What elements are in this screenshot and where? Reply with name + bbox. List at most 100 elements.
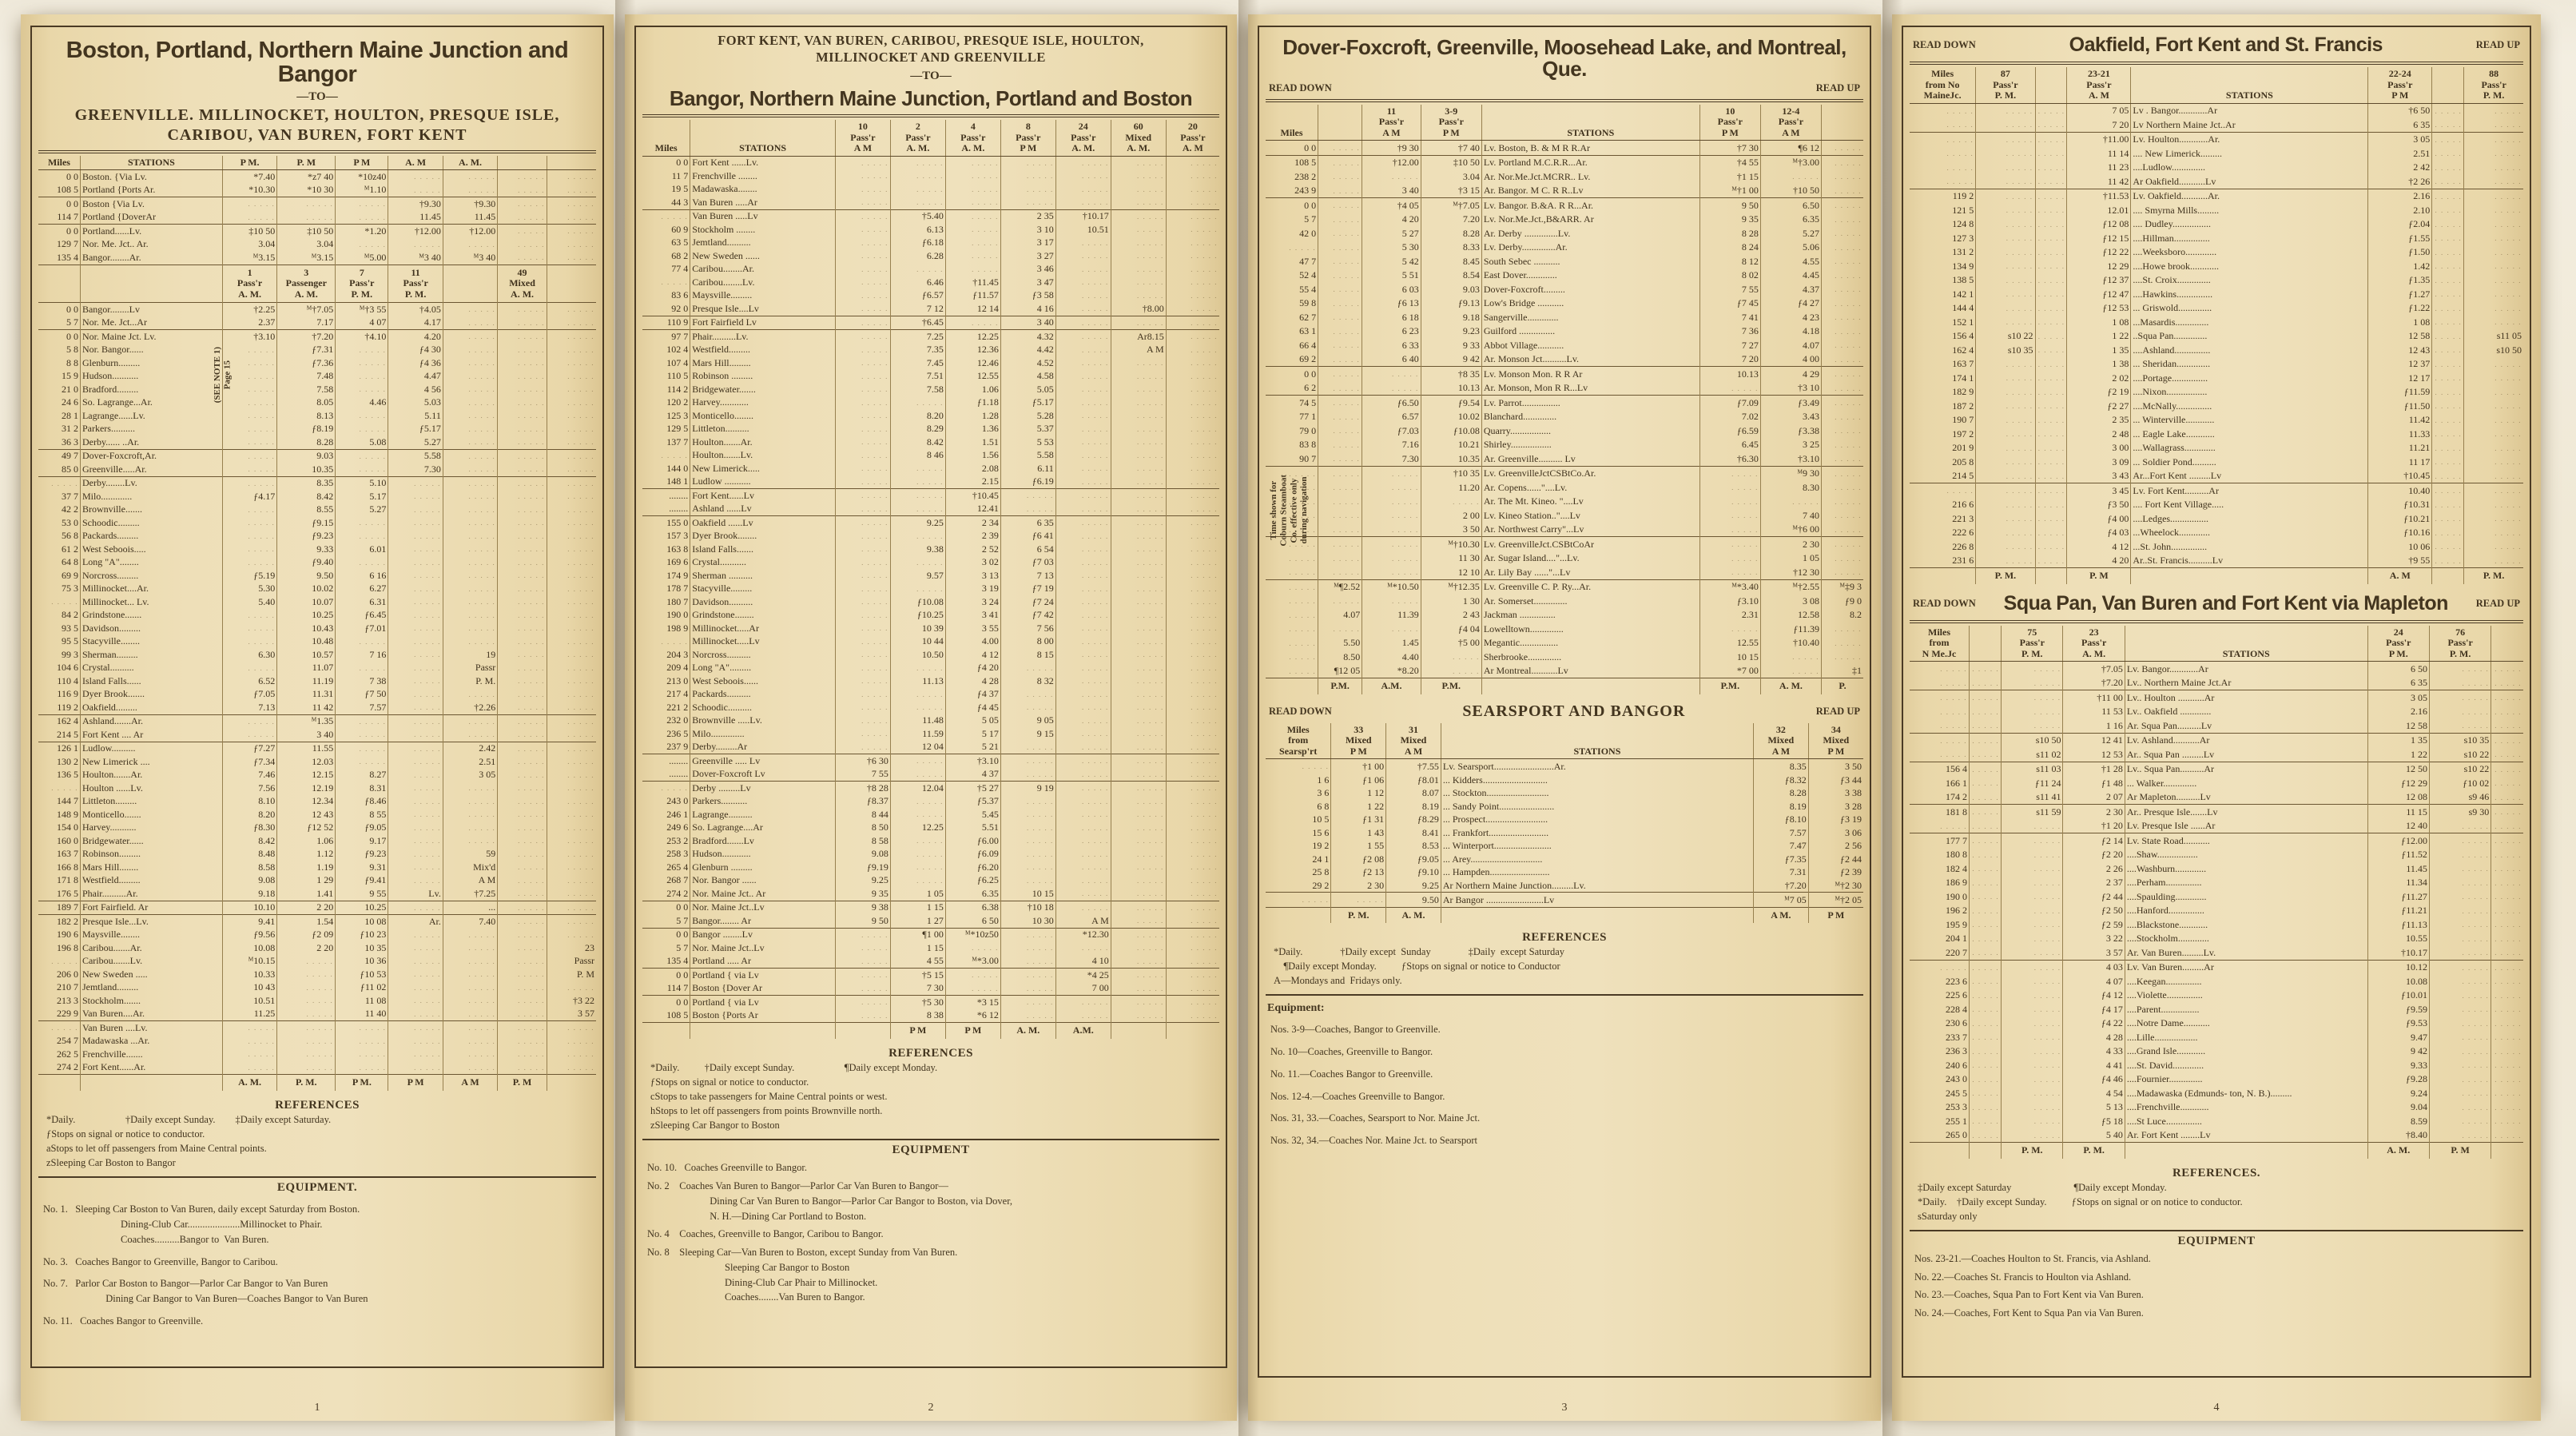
time-cell xyxy=(1110,834,1167,848)
time-cell xyxy=(546,302,596,316)
time-cell xyxy=(388,847,443,861)
time-cell xyxy=(1968,1128,2002,1143)
time-cell xyxy=(335,1048,388,1061)
time-cell xyxy=(1975,427,2035,441)
time-cell xyxy=(1165,808,1219,821)
time-cell: 1 16 xyxy=(2062,718,2125,733)
time-cell: ƒ1.22 xyxy=(2367,300,2432,315)
time-cell xyxy=(1910,705,1970,719)
table-row: 226 84 12...St. John...............10 06 xyxy=(1910,539,2523,554)
time-cell: 138 5 xyxy=(1952,274,1974,285)
table-row: 160 0 Bridgewater...... 8.42 1.06 9.17 xyxy=(38,834,596,848)
time-cell: ƒ1.18 xyxy=(944,396,1001,410)
time-cell: ƒ10.21 xyxy=(2367,511,2432,526)
time-cell xyxy=(546,741,596,756)
time-cell: 0 0 xyxy=(38,169,81,184)
station-cell: Lv. Monson Mon. R R Ar xyxy=(1481,366,1700,381)
time-cell: 0 0 xyxy=(642,900,690,915)
time-cell xyxy=(1820,536,1863,551)
time-cell: 8 32 xyxy=(1000,674,1056,688)
time-cell xyxy=(2431,412,2464,427)
station-cell: Lv. Oakfield...........Ar. xyxy=(2130,188,2368,203)
time-cell xyxy=(497,595,547,609)
time-cell xyxy=(2431,455,2464,469)
time-cell xyxy=(834,396,891,410)
time-cell: 3.43 xyxy=(1759,409,1822,424)
time-cell xyxy=(1055,834,1111,848)
time-cell: 222 6 xyxy=(1952,527,1974,538)
time-cell: ᴹ†6 00 xyxy=(1759,522,1822,537)
time-cell: 3 38 xyxy=(1807,786,1863,800)
time-cell: 12.58 xyxy=(1759,607,1822,623)
time-cell: 174 2 xyxy=(1946,791,1967,802)
time-cell xyxy=(546,369,596,384)
time-cell: 12 04 xyxy=(889,740,946,754)
column-header: 23-21 Pass'r A. M xyxy=(2066,67,2131,104)
time-cell xyxy=(2034,300,2067,315)
time-cell xyxy=(1266,465,1318,481)
time-cell xyxy=(1968,1072,2002,1086)
table-row: 154 0 Harvey........... ƒ8.30 ƒ12 52 ƒ9.05 xyxy=(38,821,596,835)
time-cell xyxy=(889,262,946,276)
time-cell: 6.27 xyxy=(335,582,388,596)
time-cell xyxy=(546,543,596,556)
time-cell xyxy=(2463,131,2523,146)
time-cell xyxy=(1820,480,1863,495)
time-cell xyxy=(2034,188,2067,203)
table-row: 223 64 07....Keegan...............10.08 xyxy=(1910,974,2523,988)
time-cell xyxy=(2001,889,2063,904)
time-cell xyxy=(546,569,596,583)
table-row: ........Fort Kent......Lv†10.45 xyxy=(642,488,1219,503)
time-cell xyxy=(442,994,498,1008)
time-cell: *6 12 xyxy=(944,1008,1001,1023)
table-row: 131 2ƒ12 22....Weeksboro.............ƒ1.… xyxy=(1910,245,2523,259)
time-cell: 12.46 xyxy=(944,356,1001,370)
time-cell xyxy=(1000,502,1056,516)
time-cell xyxy=(497,941,547,955)
time-cell xyxy=(1910,102,1976,117)
time-cell: ƒ4 00 xyxy=(2066,511,2131,526)
time-cell xyxy=(834,1022,891,1039)
time-cell: 108 5 xyxy=(56,184,78,196)
time-cell: 12 41 xyxy=(2062,732,2125,747)
time-cell xyxy=(1055,502,1111,516)
time-cell: P M xyxy=(1807,906,1863,924)
list-item: No. 2 Coaches Van Buren to Bangor—Parlor… xyxy=(647,1180,1012,1222)
station-cell: Lagrange.......... xyxy=(690,808,836,821)
time-cell xyxy=(276,1020,336,1035)
time-cell: ƒ2 14 xyxy=(2062,833,2125,848)
time-cell xyxy=(1266,241,1318,255)
time-cell: 2 52 xyxy=(944,543,1001,556)
station-cell: .... Smyrna Mills......... xyxy=(2130,203,2368,217)
time-cell: 10.40 xyxy=(2367,483,2432,498)
time-cell: A. M. xyxy=(221,1074,277,1091)
time-cell: P M. xyxy=(335,1074,388,1091)
time-cell: 7 36 xyxy=(1699,324,1761,339)
time-cell: 5.45 xyxy=(944,808,1001,821)
time-cell: 77 4 xyxy=(671,263,689,275)
station-cell: Nor. Bangor...... xyxy=(79,343,223,357)
time-cell xyxy=(442,595,498,609)
time-cell xyxy=(1910,174,1976,189)
time-cell: 11 23 xyxy=(2066,160,2131,174)
time-cell xyxy=(1165,396,1219,410)
station-cell: ... Winterville............ xyxy=(2130,412,2368,427)
time-cell: 124 8 xyxy=(1952,218,1974,229)
time-cell: †8 28 xyxy=(834,781,891,795)
time-cell xyxy=(442,475,498,491)
time-cell: 8.45 xyxy=(1420,254,1482,269)
time-cell xyxy=(546,516,596,530)
time-cell xyxy=(834,954,891,969)
station-cell: Parkers.......... xyxy=(79,422,223,436)
time-cell xyxy=(1055,369,1111,384)
column-header: 31 Mixed A M xyxy=(1385,722,1441,760)
time-cell: ƒ2 19 xyxy=(2066,384,2131,399)
time-cell xyxy=(1362,594,1421,608)
time-cell: 5.30 xyxy=(221,582,277,596)
